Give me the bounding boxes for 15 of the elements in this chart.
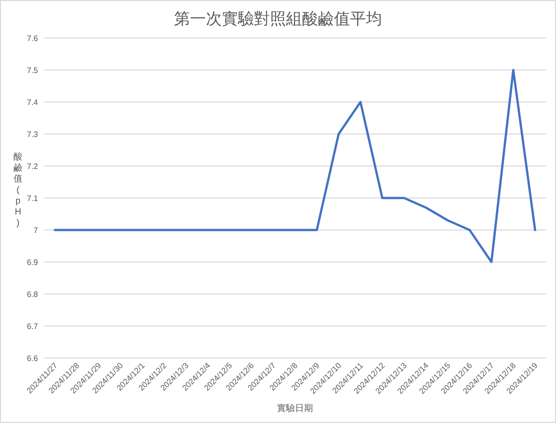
y-tick-label: 7.3 [26, 130, 39, 139]
y-tick-label: 7.2 [26, 162, 39, 171]
y-axis-title: 酸鹼值(pH) [14, 152, 22, 228]
y-tick-label: 6.7 [26, 322, 39, 331]
chart-title: 第一次實驗對照組酸鹼值平均 [174, 10, 382, 28]
y-tick-label: 7 [34, 226, 39, 235]
y-tick-label: 7.1 [26, 194, 39, 203]
x-axis-title: 實驗日期 [277, 403, 313, 413]
y-tick-label: 6.8 [26, 290, 39, 299]
y-tick-label: 7.6 [26, 34, 39, 43]
y-tick-label: 6.6 [26, 354, 39, 363]
line-series [54, 68, 536, 264]
y-tick-label: 6.9 [26, 258, 39, 267]
y-tick-label: 7.5 [26, 66, 39, 75]
y-tick-label: 7.4 [26, 98, 39, 107]
